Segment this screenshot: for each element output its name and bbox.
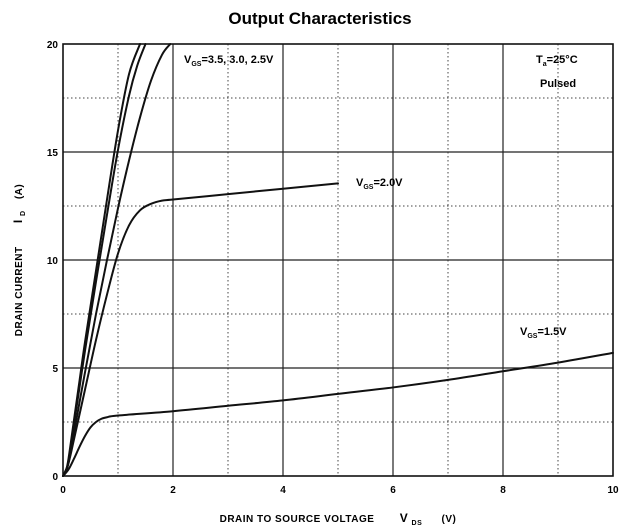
x-tick-label: 4	[280, 485, 286, 496]
vgs-low-symbol: V	[520, 326, 528, 338]
vgs-mid-value: =2.0V	[373, 177, 403, 189]
temperature-subscript: a	[543, 61, 547, 68]
x-tick-label: 2	[170, 485, 176, 496]
vgs-low-label: VGS=1.5V	[520, 326, 567, 340]
x-tick-label: 8	[500, 485, 506, 496]
vgs-high-label: VGS=3.5, 3.0, 2.5V	[184, 54, 274, 68]
vgs-high-subscript: GS	[191, 61, 201, 68]
chart-title: Output Characteristics	[228, 9, 411, 28]
y-axis-label-symbol: I	[11, 219, 25, 223]
pulsed-condition: Pulsed	[540, 78, 576, 90]
x-axis-label-symbol: V	[400, 511, 409, 525]
temperature-symbol: T	[536, 54, 543, 66]
series-line-3	[62, 182, 339, 477]
vgs-low-subscript: GS	[527, 333, 537, 340]
vgs-high-symbol: V	[184, 54, 192, 66]
y-tick-label: 20	[47, 40, 59, 51]
y-tick-label: 15	[47, 148, 59, 159]
svg-text:DRAIN CURRENT I D: DRAIN CURRENT I D (A)	[11, 184, 28, 336]
x-tick-label: 10	[607, 485, 619, 496]
temperature-condition: Ta=25°C	[536, 54, 578, 68]
y-axis-label: DRAIN CURRENT I D (A)	[11, 184, 28, 336]
y-axis-label-subscript: D	[20, 210, 27, 216]
y-tick-label: 5	[52, 364, 58, 375]
x-tick-label: 0	[60, 485, 66, 496]
series-line-4	[62, 351, 614, 477]
grid	[63, 44, 613, 476]
vgs-low-value: =1.5V	[537, 326, 567, 338]
vgs-mid-subscript: GS	[363, 184, 373, 191]
x-axis-label-text: DRAIN TO SOURCE VOLTAGE	[220, 514, 375, 525]
x-axis-label-subscript: DS	[412, 520, 423, 527]
series-lines	[62, 43, 614, 477]
y-tick-label: 10	[47, 256, 59, 267]
vgs-mid-symbol: V	[356, 177, 364, 189]
vgs-mid-label: VGS=2.0V	[356, 177, 403, 191]
tick-labels: 0 2 4 6 8 10 0 5 10 15 20	[47, 40, 619, 496]
y-tick-label: 0	[52, 472, 58, 483]
x-axis-label-unit: (V)	[442, 514, 457, 525]
x-tick-label: 6	[390, 485, 396, 496]
x-axis-label: DRAIN TO SOURCE VOLTAGE V DS (V)	[220, 511, 457, 528]
y-axis-label-text: DRAIN CURRENT	[14, 246, 25, 336]
temperature-value: =25°C	[547, 54, 578, 66]
vgs-high-values: =3.5, 3.0, 2.5V	[201, 54, 274, 66]
plot-frame	[62, 43, 614, 477]
y-axis-label-unit: (A)	[14, 184, 25, 199]
